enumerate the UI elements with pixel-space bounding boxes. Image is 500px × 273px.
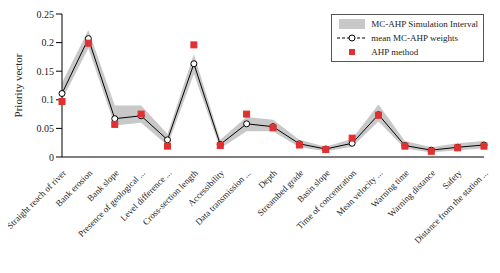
svg-text:0.25: 0.25 [37, 9, 55, 20]
svg-text:Mean velocity ...: Mean velocity ... [334, 168, 384, 218]
svg-text:Warning distance: Warning distance [386, 168, 437, 219]
svg-text:Accessibility: Accessibility [185, 167, 227, 209]
svg-text:0.05: 0.05 [37, 123, 55, 134]
svg-text:Bank erosion: Bank erosion [53, 168, 94, 209]
svg-text:0.15: 0.15 [37, 66, 55, 77]
svg-text:Distance from the station ...: Distance from the station ... [412, 168, 490, 246]
svg-text:Streambed grade: Streambed grade [255, 168, 305, 218]
html-text:mean MC-AHP weights: mean MC-AHP weights [371, 33, 458, 43]
svg-text:Cross-section length: Cross-section length [140, 167, 200, 228]
svg-text:Warning time: Warning time [369, 167, 411, 210]
svg-text:Depth: Depth [256, 168, 279, 191]
svg-text:Priority vector: Priority vector [12, 53, 24, 117]
svg-text:0.2: 0.2 [42, 37, 55, 48]
svg-text:Bank slope: Bank slope [85, 167, 121, 204]
svg-text:Time of concentration: Time of concentration [294, 167, 359, 232]
html-text:MC-AHP Simulation Interval: MC-AHP Simulation Interval [371, 19, 478, 29]
svg-text:Basin slope: Basin slope [295, 167, 332, 205]
svg-text:Data transmission ...: Data transmission ... [193, 168, 252, 227]
svg-text:Level difference ...: Level difference ... [118, 167, 174, 224]
html-text:AHP method: AHP method [371, 47, 419, 57]
svg-text:Safety: Safety [440, 168, 464, 192]
svg-text:0.1: 0.1 [42, 94, 55, 105]
svg-text:0: 0 [49, 152, 54, 163]
svg-text:Presence of geological ...: Presence of geological ... [76, 167, 148, 239]
